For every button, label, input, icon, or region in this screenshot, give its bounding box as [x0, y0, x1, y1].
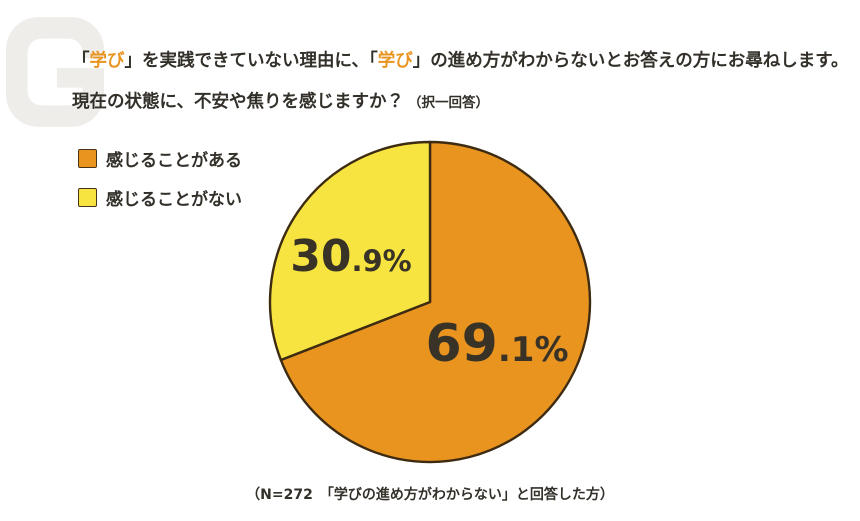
pie-slice-1 [268, 140, 432, 362]
chart-legend: 感じることがある 感じることがない [78, 146, 242, 224]
pie-slice-0 [279, 140, 592, 464]
question-header: 「学び」を実践できていない理由に、「学び」の進め方がわからないとお答えの方にお尋… [72, 50, 848, 114]
answer-type-note: （択一回答） [407, 95, 489, 111]
title-segment: 」の進め方がわからないとお答えの方にお尋ねします。 [412, 51, 849, 71]
title-segment: 」を実践できていない理由に、 [124, 51, 369, 71]
question-title-line1: 「学び」を実践できていない理由に、「学び」の進め方がわからないとお答えの方にお尋… [72, 50, 848, 72]
pie-label-minor-int: 30 [290, 231, 352, 282]
legend-row-0: 感じることがある [78, 146, 242, 171]
legend-swatch-icon [78, 149, 97, 168]
pie-label-major-int: 69 [425, 314, 498, 374]
legend-label: 感じることがない [106, 190, 242, 210]
question-title-line2: 現在の状態に、不安や焦りを感じますか？ （択一回答） [72, 91, 848, 114]
pie-label-minor-frac: .9% [351, 244, 412, 278]
title-accent-segment: 学び [89, 51, 125, 71]
title-segment: 「 [72, 51, 90, 71]
pie-label-minor: 30.9% [290, 235, 412, 279]
title-segment: 「 [368, 51, 378, 71]
legend-label: 感じることがある [106, 151, 242, 171]
pie-chart [268, 140, 592, 464]
legend-swatch-icon [78, 188, 97, 207]
footnote: （N=272 「学びの進め方がわからない」と回答した方） [246, 487, 614, 503]
title-accent-segment: 学び [377, 51, 413, 71]
legend-row-1: 感じることがない [78, 185, 242, 210]
pie-chart-svg [268, 140, 592, 464]
question-title-line2-text: 現在の状態に、不安や焦りを感じますか？ [72, 92, 404, 112]
question-title-segments: 「学び」を実践できていない理由に、「学び」の進め方がわからないとお答えの方にお尋… [72, 51, 848, 71]
pie-label-major: 69.1% [425, 318, 568, 370]
pie-label-major-frac: .1% [497, 330, 569, 370]
